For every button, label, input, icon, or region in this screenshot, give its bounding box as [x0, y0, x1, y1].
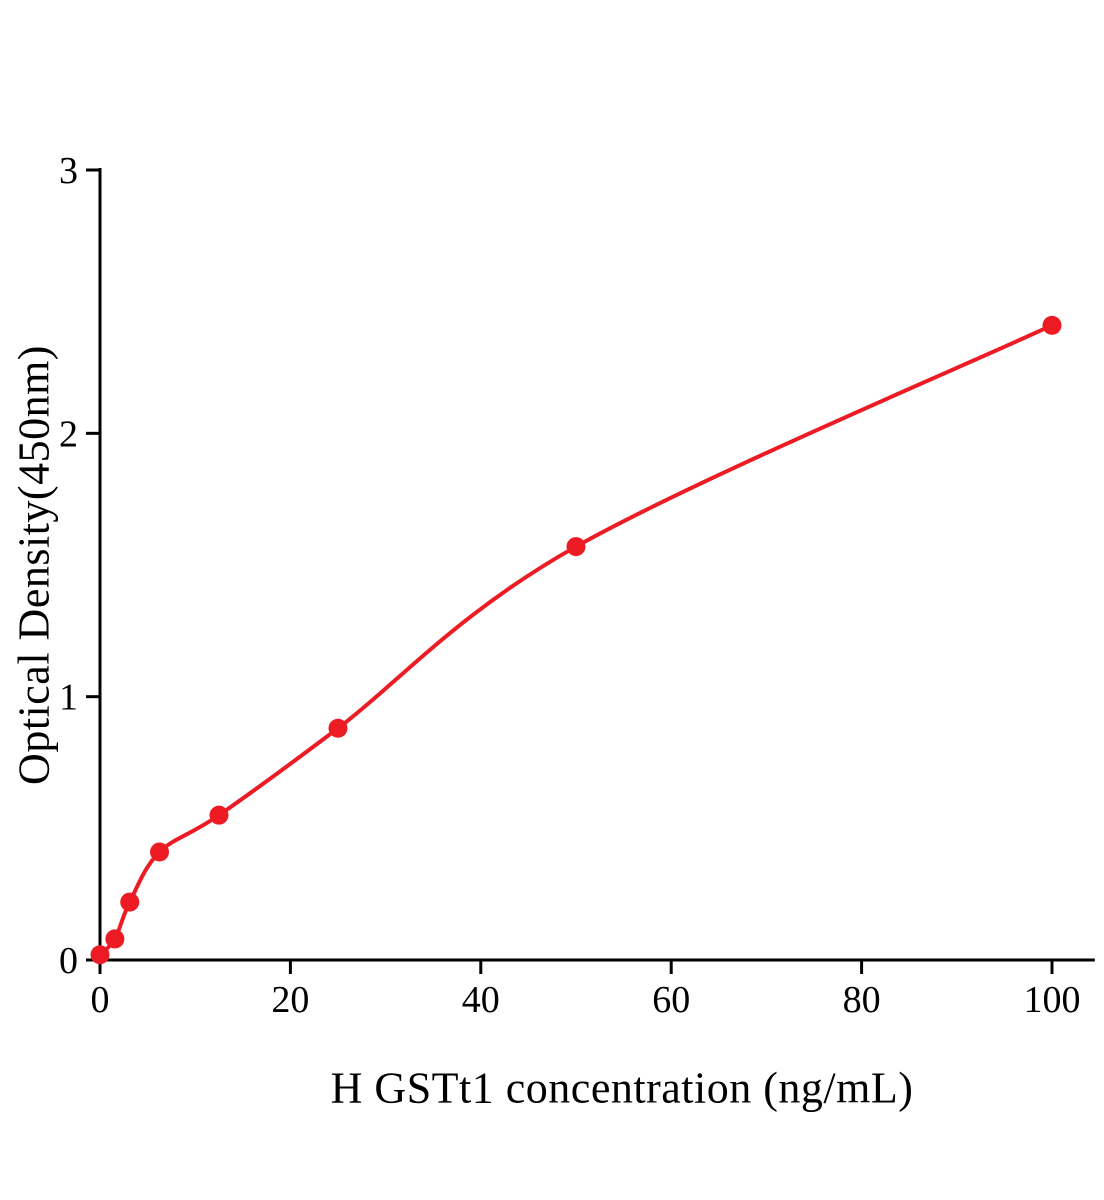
x-tick-label: 40	[462, 979, 500, 1021]
x-tick-label: 20	[271, 979, 309, 1021]
y-tick-label: 1	[59, 677, 78, 719]
data-point	[150, 842, 169, 862]
data-point	[328, 718, 348, 738]
data-point	[209, 805, 229, 825]
fit-curve-line	[98, 323, 1054, 957]
y-axis-label: Optical Density(450nm)	[9, 345, 59, 785]
data-point	[105, 929, 125, 949]
y-tick-label: 0	[59, 940, 78, 982]
x-axis-label: H GSTt1 concentration (ng/mL)	[330, 1063, 914, 1113]
y-tick-label: 2	[59, 413, 78, 455]
y-tick-label: 3	[59, 150, 78, 192]
data-point	[90, 945, 110, 965]
x-tick-label: 0	[91, 979, 110, 1021]
data-point	[1042, 315, 1062, 335]
x-tick-label: 80	[843, 979, 881, 1021]
x-tick-label: 60	[652, 979, 690, 1021]
data-point	[566, 537, 586, 557]
x-tick-label: 100	[1024, 979, 1081, 1021]
data-point	[120, 892, 140, 912]
